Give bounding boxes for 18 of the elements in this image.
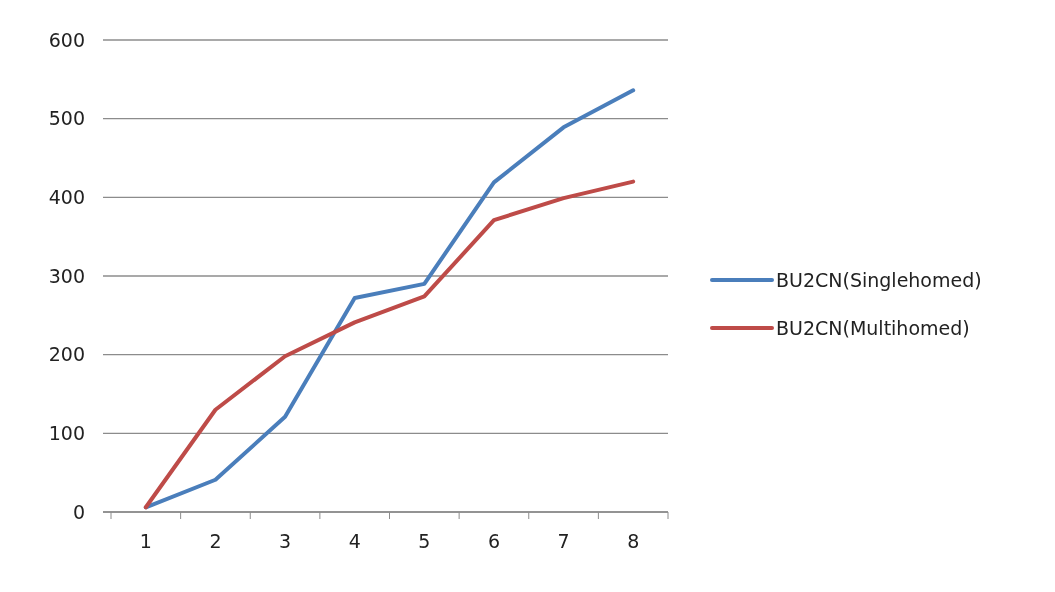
y-tick-label: 600 (48, 28, 85, 51)
y-tick-label: 400 (48, 185, 85, 208)
x-tick-label: 6 (487, 530, 500, 552)
x-tick-label: 5 (418, 530, 431, 552)
x-tick-label: 8 (627, 530, 640, 552)
y-tick-label: 100 (48, 421, 85, 444)
x-tick-label: 1 (139, 530, 152, 552)
y-tick-label: 200 (48, 343, 85, 366)
legend-label: BU2CN(Singlehomed) (776, 268, 982, 291)
line-series (143, 179, 636, 510)
x-tick-label: 3 (279, 530, 292, 552)
x-tick-label: 4 (348, 530, 361, 552)
x-tick-label: 2 (209, 530, 222, 552)
x-tick-label: 7 (557, 530, 570, 552)
legend-label: BU2CN(Multihomed) (776, 316, 970, 339)
y-tick-label: 300 (48, 264, 85, 287)
y-tick-label: 0 (72, 500, 85, 523)
y-tick-label: 500 (48, 107, 85, 130)
